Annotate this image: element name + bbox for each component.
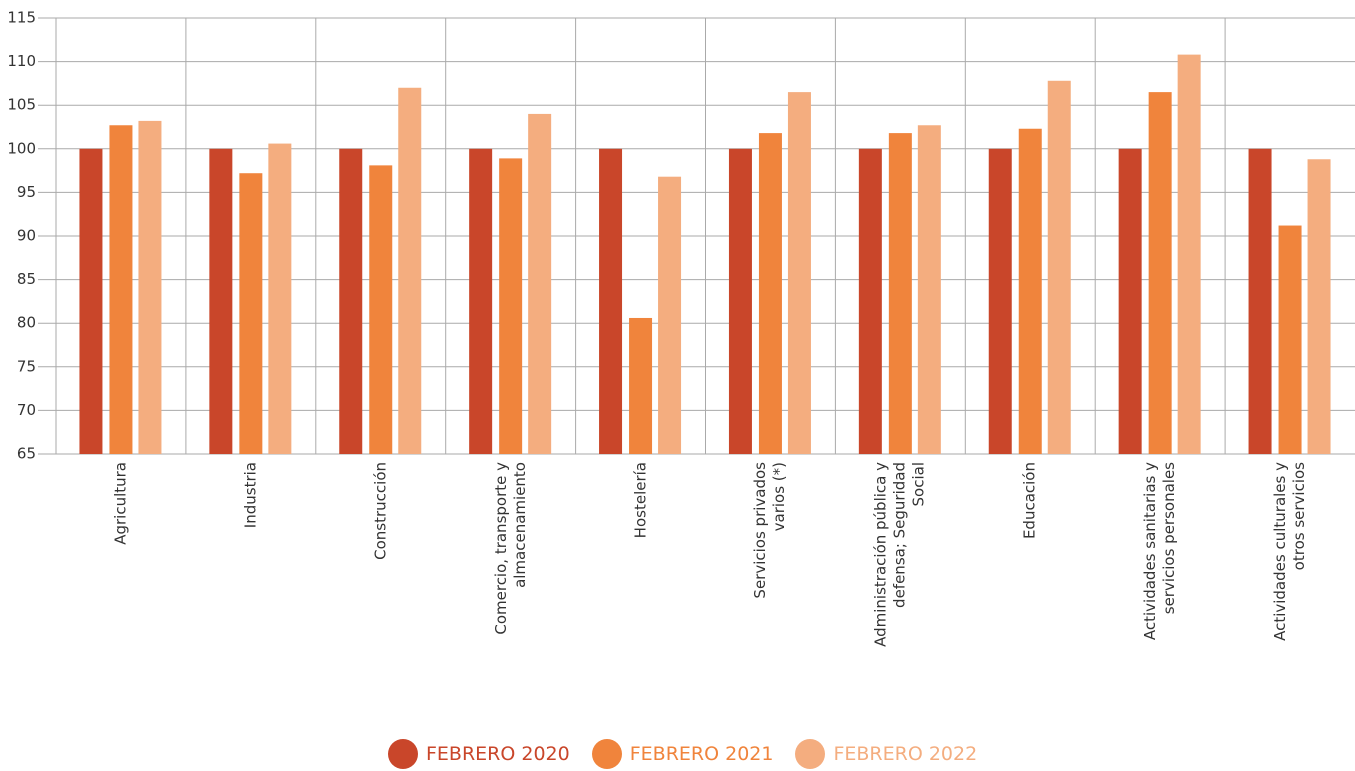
bar (398, 87, 422, 454)
y-tick-label: 90 (17, 227, 36, 245)
x-tick-label: Servicios privados varios (*) (751, 462, 789, 599)
legend-item: FEBRERO 2022 (795, 739, 977, 769)
x-tick-label: Actividades sanitarias y servicios perso… (1141, 462, 1179, 641)
bar (1177, 54, 1201, 455)
bar (1047, 80, 1071, 454)
bar (209, 148, 233, 455)
legend-item: FEBRERO 2020 (388, 739, 570, 769)
y-tick-label: 75 (17, 357, 36, 375)
bar (138, 120, 162, 455)
y-tick-label: 105 (7, 96, 36, 114)
bar (1307, 159, 1331, 454)
bar (79, 148, 103, 455)
bar (1248, 148, 1272, 455)
bar (109, 125, 133, 455)
bar (728, 148, 752, 455)
legend-marker (591, 739, 622, 769)
bar (268, 143, 292, 454)
y-tick-label: 95 (17, 183, 36, 201)
legend-label: FEBRERO 2022 (833, 743, 978, 765)
bar (758, 133, 782, 454)
bar (888, 133, 912, 454)
legend-marker (388, 739, 418, 769)
legend-label: FEBRERO 2021 (629, 743, 774, 765)
bar (787, 92, 811, 455)
bar (469, 148, 493, 455)
bar (528, 113, 552, 455)
bar (1278, 225, 1302, 454)
x-tick-label: Industria (241, 462, 260, 529)
legend-item: FEBRERO 2021 (591, 739, 774, 769)
bar (1018, 128, 1042, 454)
y-tick-label: 80 (17, 314, 36, 332)
y-tick-label: 65 (17, 445, 36, 463)
x-tick-label: Comercio, transporte y almacenamiento (491, 462, 529, 635)
bar (858, 148, 882, 455)
bar (339, 148, 363, 455)
bar (658, 176, 682, 455)
legend-marker (795, 739, 826, 769)
bar (1148, 92, 1172, 455)
bar (599, 148, 623, 455)
y-tick-label: 115 (7, 9, 36, 27)
bar (369, 165, 393, 455)
chart: 65 70 75 80 85 90 95 100 105 110 115 (7, 9, 1355, 463)
y-tick-label: 100 (7, 139, 36, 157)
legend: FEBRERO 2020 FEBRERO 2021 FEBRERO 2022 (388, 739, 999, 769)
bar (629, 317, 653, 454)
x-tick-label: Educación (1020, 462, 1039, 540)
y-tick-label: 70 (17, 401, 36, 419)
bar (988, 148, 1012, 455)
x-tick-label: Agricultura (111, 462, 130, 545)
x-tick-label: Actividades culturales y otros servicios (1271, 462, 1309, 641)
bar (239, 173, 263, 454)
bar (499, 158, 523, 454)
bar (1118, 148, 1142, 455)
y-tick-label: 85 (17, 270, 36, 288)
y-tick-label: 110 (7, 52, 36, 70)
x-tick-label: Hostelería (631, 462, 650, 539)
bar (917, 125, 941, 455)
x-tick-label: Administración pública y defensa; Seguri… (871, 462, 928, 647)
legend-label: FEBRERO 2020 (426, 743, 570, 765)
x-tick-label: Construcción (371, 462, 390, 560)
